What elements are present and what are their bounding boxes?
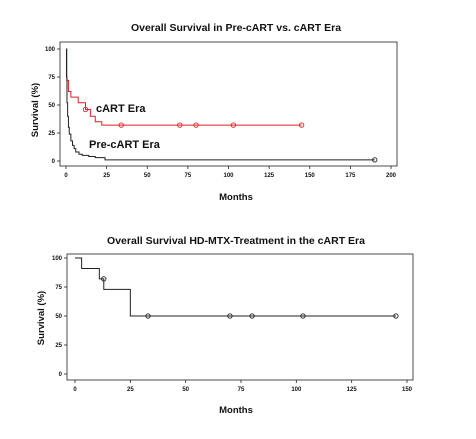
x-tick-label: 150 bbox=[305, 173, 316, 179]
x-tick-label: 50 bbox=[182, 387, 189, 393]
censor-mark bbox=[298, 122, 305, 128]
censor-mark bbox=[193, 122, 199, 128]
y-tick-label: 50 bbox=[55, 314, 62, 320]
censor-mark bbox=[101, 276, 107, 282]
x-axis-label: Months bbox=[219, 405, 253, 416]
series-label-pre-cart: Pre-cART Era bbox=[89, 139, 161, 151]
x-tick-label: 150 bbox=[402, 387, 413, 393]
x-tick-label: 75 bbox=[238, 387, 245, 393]
y-tick-label: 100 bbox=[52, 256, 63, 262]
x-tick-label: 0 bbox=[64, 173, 68, 179]
x-tick-label: 125 bbox=[264, 173, 275, 179]
series-label-cart: cART Era bbox=[96, 103, 146, 115]
censor-mark bbox=[372, 157, 378, 163]
censor-mark bbox=[145, 313, 151, 319]
x-tick-label: 125 bbox=[347, 387, 358, 393]
censor-mark bbox=[227, 313, 233, 319]
x-tick-label: 200 bbox=[386, 173, 397, 179]
censor-mark bbox=[230, 122, 237, 128]
censor-mark bbox=[393, 313, 399, 319]
x-tick-label: 0 bbox=[73, 387, 77, 393]
x-tick-label: 50 bbox=[144, 173, 151, 179]
x-tick-label: 100 bbox=[223, 173, 234, 179]
y-tick-label: 75 bbox=[48, 75, 55, 81]
y-tick-label: 75 bbox=[55, 285, 62, 291]
censor-mark bbox=[249, 313, 255, 319]
x-axis-label: Months bbox=[219, 192, 253, 203]
series-line bbox=[66, 48, 302, 126]
y-tick-label: 100 bbox=[45, 47, 56, 53]
y-tick-label: 25 bbox=[55, 343, 62, 349]
x-tick-label: 75 bbox=[185, 173, 192, 179]
censor-mark bbox=[82, 106, 89, 113]
censor-mark bbox=[300, 313, 306, 319]
chart-1-plot: 0 25 50 75 100 125 150 175 200 0 25 50 75 100 bbox=[45, 41, 398, 179]
series-line bbox=[65, 48, 375, 161]
x-tick-label: 175 bbox=[345, 173, 356, 179]
x-tick-label: 25 bbox=[103, 173, 110, 179]
plot-frame bbox=[66, 253, 414, 381]
y-axis-label: Survival (%) bbox=[30, 83, 41, 137]
chart-title: Overall Survival in Pre-cART vs. cART Er… bbox=[131, 22, 341, 34]
y-tick-label: 25 bbox=[48, 131, 55, 137]
y-tick-label: 0 bbox=[52, 159, 56, 165]
x-tick-label: 25 bbox=[127, 387, 134, 393]
x-tick-label: 100 bbox=[291, 387, 302, 393]
chart-title: Overall Survival HD-MTX-Treatment in the… bbox=[107, 235, 365, 247]
series-line bbox=[75, 257, 396, 317]
censor-mark bbox=[177, 122, 183, 128]
y-tick-label: 50 bbox=[48, 103, 55, 109]
censor-mark bbox=[118, 122, 124, 128]
y-tick-label: 0 bbox=[59, 372, 63, 378]
chart-2-plot: 0 25 50 75 100 125 150 0 25 50 75 100 bbox=[52, 253, 414, 393]
y-axis-label: Survival (%) bbox=[36, 291, 47, 345]
